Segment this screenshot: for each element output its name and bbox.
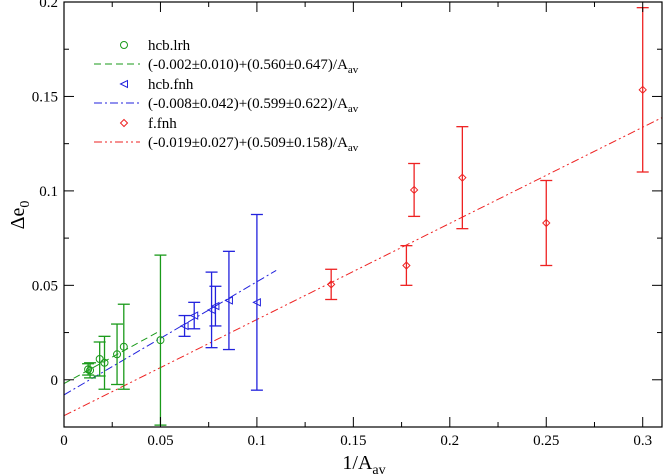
data-point	[100, 358, 109, 367]
legend-fit-label: (-0.002±0.010)+(0.560±0.647)/Aav	[148, 57, 359, 76]
legend-fit-label-main: (-0.019±0.027)+(0.509±0.158)/A	[148, 135, 348, 151]
data-point	[409, 185, 419, 195]
plot-layer	[64, 7, 662, 426]
legend-fit-label: (-0.008±0.042)+(0.599±0.622)/Aav	[148, 96, 359, 115]
legend: hcb.lrh(-0.002±0.010)+(0.560±0.647)/Aavh…	[94, 38, 359, 154]
y-axis-label: Δe0	[7, 201, 33, 230]
legend-marker	[119, 118, 129, 128]
x-tick-label: 0	[60, 433, 68, 449]
y-tick-label: 0.2	[39, 0, 58, 11]
legend-fit-label: (-0.019±0.027)+(0.509±0.158)/Aav	[148, 135, 359, 154]
x-axis-label-sub: av	[372, 463, 385, 474]
data-point	[156, 336, 165, 345]
x-tick-label: 0.05	[147, 433, 173, 449]
x-tick-label: 0.3	[633, 433, 652, 449]
x-axis-label: 1/Aav	[342, 452, 385, 474]
legend-fit-label-sub: av	[348, 142, 359, 154]
plot-frame	[63, 1, 663, 428]
data-point	[119, 342, 128, 351]
data-point	[458, 173, 467, 182]
data-point	[224, 296, 233, 305]
legend-marker	[119, 79, 128, 89]
x-axis-label-main: 1/A	[342, 452, 373, 474]
legend-marker	[120, 41, 128, 49]
data-point	[86, 366, 95, 375]
data-point	[402, 261, 411, 270]
fit-line	[64, 269, 277, 396]
data-point	[189, 311, 199, 320]
data-point	[542, 218, 551, 228]
x-tick-label: 0.2	[440, 433, 459, 449]
legend-label: hcb.lrh	[148, 38, 191, 54]
data-point	[252, 298, 261, 307]
fit-line	[64, 117, 662, 417]
x-tick-label: 0.1	[248, 433, 267, 449]
y-axis-label-sub: 0	[18, 201, 33, 208]
legend-fit-label-sub: av	[348, 64, 359, 76]
data-point	[113, 350, 122, 359]
y-axis-label-main: Δe	[7, 208, 29, 230]
legend-fit-label-main: (-0.002±0.010)+(0.560±0.647)/A	[148, 57, 348, 73]
x-tick-label: 0.15	[340, 433, 366, 449]
y-tick-label: 0.1	[39, 184, 58, 200]
data-point	[179, 321, 189, 331]
fit-line	[64, 330, 161, 384]
data-point	[210, 301, 220, 311]
data-point	[95, 355, 104, 363]
legend-label: hcb.fnh	[148, 77, 194, 93]
y-tick-label: 0.05	[32, 278, 58, 294]
legend-label: f.fnh	[148, 116, 177, 132]
y-tick-label: 0	[51, 373, 59, 389]
axes-layer: 0 0.05 0.1 0.15 0.2 0.25 0.3 0 0.05 0.1 0.15 0.2	[32, 0, 662, 449]
y-tick-label: 0.15	[32, 89, 58, 105]
data-point	[638, 85, 647, 95]
legend-fit-label-sub: av	[348, 103, 359, 115]
data-point	[326, 280, 336, 289]
legend-fit-label-main: (-0.008±0.042)+(0.599±0.622)/A	[148, 96, 348, 112]
x-tick-label: 0.25	[533, 433, 559, 449]
